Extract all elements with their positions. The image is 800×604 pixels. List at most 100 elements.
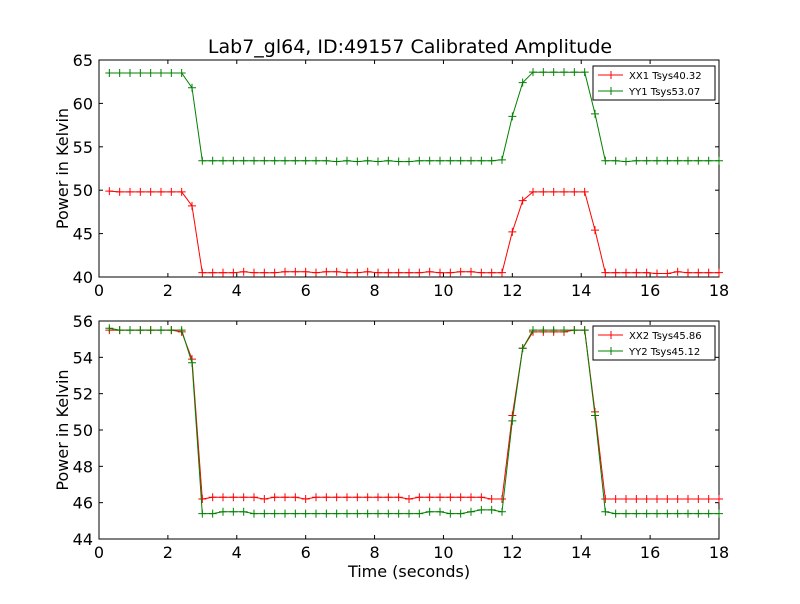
data-point [322, 156, 331, 165]
data-point [136, 187, 145, 196]
data-point [673, 267, 682, 276]
chart-title: Lab7_gl64, ID:49157 Calibrated Amplitude [208, 36, 612, 58]
data-point [301, 156, 310, 165]
data-point [436, 156, 444, 165]
data-point [673, 156, 682, 165]
data-point [105, 187, 114, 196]
data-point [126, 326, 134, 335]
data-point [601, 268, 610, 277]
x-tick-label: 10 [433, 281, 453, 300]
x-tick-label: 2 [163, 281, 173, 300]
data-point [560, 326, 568, 335]
data-point [684, 495, 692, 504]
legend-label: XX2 Tsys45.86 [629, 331, 702, 342]
y-tick-label: 65 [73, 51, 93, 70]
y-tick-label: 40 [73, 268, 93, 287]
data-point [539, 187, 548, 196]
data-point [632, 268, 641, 277]
data-point [487, 156, 496, 165]
x-tick-label: 6 [301, 543, 311, 562]
data-point [219, 493, 227, 502]
data-point [704, 509, 713, 518]
chart-panel-1: 0 2 4 6 8 10 12 14 16 18 40 45 50 55 60 65 Power in Kelv… [53, 51, 729, 300]
data-point [115, 326, 124, 335]
data-point [487, 495, 496, 504]
data-point [580, 326, 589, 335]
data-point [622, 495, 630, 504]
data-point [270, 268, 279, 277]
data-point [188, 83, 196, 92]
data-point [208, 493, 217, 502]
data-point [126, 69, 134, 78]
data-point [446, 493, 455, 502]
data-point [363, 156, 372, 165]
data-point [281, 267, 289, 276]
data-point [622, 157, 630, 166]
data-point [343, 268, 351, 277]
data-point [601, 507, 610, 516]
data-point [704, 268, 713, 277]
data-point [570, 68, 579, 77]
data-point [146, 69, 155, 78]
data-point [498, 268, 506, 277]
data-point [663, 269, 672, 278]
data-point [219, 156, 227, 165]
data-point [115, 69, 124, 78]
y-tick-label: 44 [73, 530, 93, 549]
data-point [384, 493, 393, 502]
x-tick-label: 14 [571, 281, 591, 300]
data-point [229, 268, 238, 277]
data-point [363, 267, 372, 276]
data-point [560, 187, 568, 196]
data-point [570, 326, 579, 335]
data-point [250, 493, 258, 502]
data-point [415, 509, 424, 518]
x-tick-label: 6 [301, 281, 311, 300]
data-point [549, 68, 558, 77]
data-point [632, 509, 641, 518]
data-point [157, 187, 165, 196]
data-point [529, 68, 537, 77]
data-point [157, 69, 165, 78]
legend-marker [607, 71, 615, 79]
data-point [198, 268, 207, 277]
data-point [208, 509, 217, 518]
data-point [694, 495, 703, 504]
data-point [301, 509, 310, 518]
data-point [653, 509, 661, 518]
data-point [518, 344, 527, 353]
y-tick-label: 45 [73, 225, 93, 244]
x-tick-label: 0 [94, 543, 104, 562]
data-point [343, 493, 351, 502]
data-point [374, 268, 382, 277]
data-point [353, 157, 362, 166]
data-point [446, 509, 455, 518]
y-tick-label: 46 [73, 494, 93, 513]
data-point [456, 156, 465, 165]
data-point [684, 268, 692, 277]
data-point [105, 324, 114, 333]
legend-label: YY1 Tsys53.07 [628, 87, 700, 98]
data-point [177, 187, 186, 196]
data-point [270, 493, 279, 502]
data-point [549, 326, 558, 335]
data-point [374, 509, 382, 518]
data-point [250, 268, 258, 277]
data-point [250, 509, 258, 518]
data-point [570, 187, 579, 196]
data-point [663, 495, 672, 504]
x-tick-label: 4 [232, 281, 242, 300]
x-tick-label: 8 [369, 543, 379, 562]
data-point [126, 187, 134, 196]
data-point [673, 509, 682, 518]
data-point [529, 187, 537, 196]
data-point [188, 201, 196, 210]
data-point [446, 268, 455, 277]
data-point [198, 495, 207, 504]
data-point [363, 493, 372, 502]
data-point [673, 495, 682, 504]
data-point [477, 493, 486, 502]
data-point [601, 156, 610, 165]
